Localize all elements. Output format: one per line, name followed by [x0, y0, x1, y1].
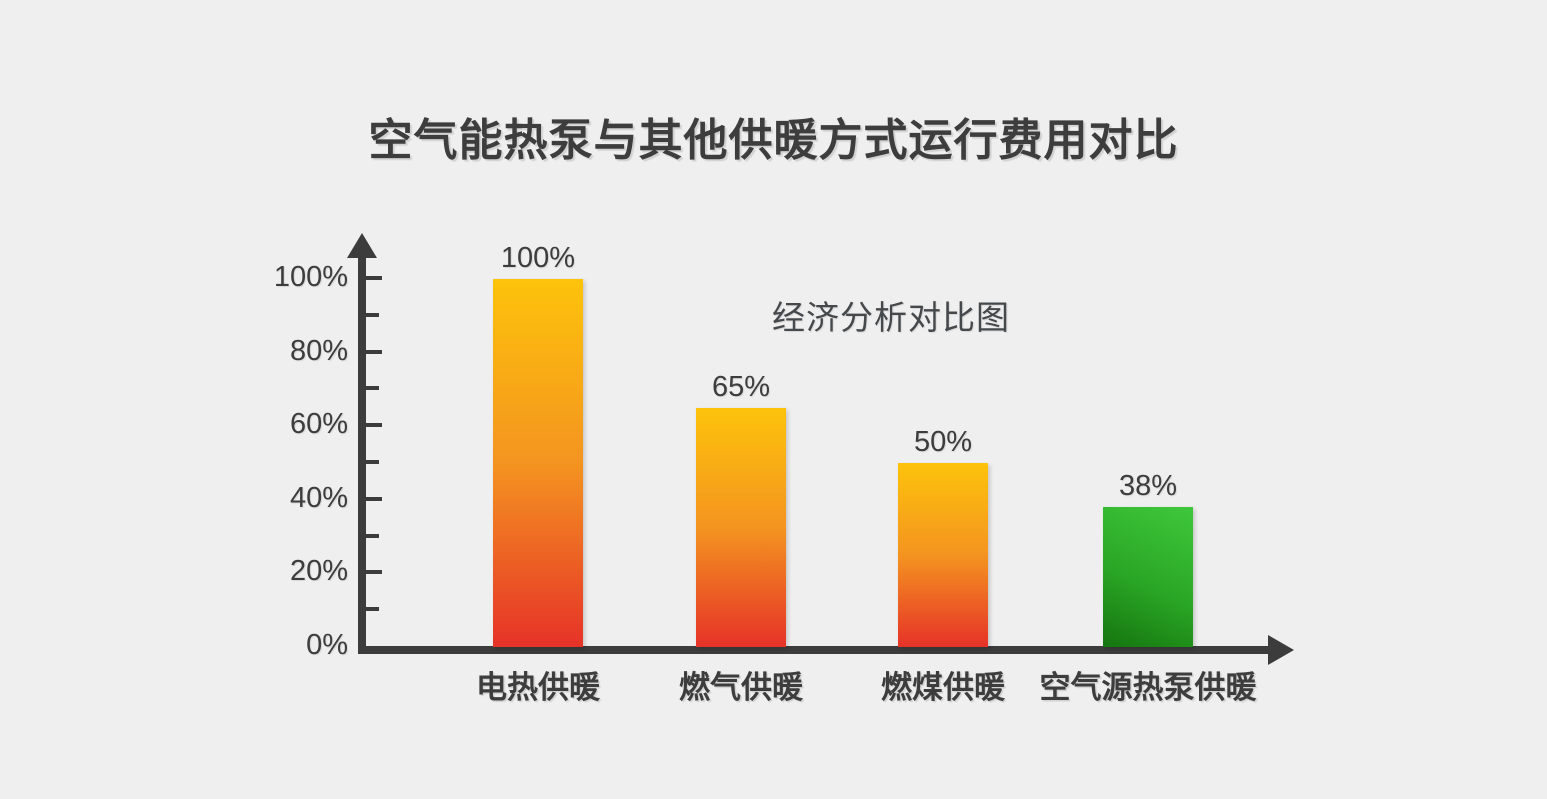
y-axis-tick-label: 100%	[273, 261, 348, 293]
x-axis-line	[358, 646, 1270, 654]
y-axis-tick-label: 0%	[306, 629, 348, 661]
bar-value-label: 65%	[711, 370, 771, 403]
y-axis-major-tick	[366, 276, 382, 280]
y-axis-minor-tick	[366, 460, 379, 464]
chart-title: 空气能热泵与其他供暖方式运行费用对比	[368, 116, 1179, 165]
chart-annotation: 经济分析对比图	[772, 299, 1010, 336]
y-axis-tick-label: 40%	[289, 481, 348, 514]
y-axis-arrow-icon	[347, 233, 377, 258]
x-axis-category-label: 燃气供暖	[679, 670, 803, 705]
y-axis-minor-tick	[366, 386, 379, 391]
y-axis-minor-tick	[366, 312, 379, 317]
x-axis-category-label: 电热供暖	[476, 670, 600, 705]
bar-电热供暖	[493, 279, 583, 647]
bar-value-label: 50%	[913, 426, 973, 458]
y-axis-tick-label: 60%	[289, 408, 348, 441]
y-axis-major-tick	[366, 570, 382, 575]
x-axis-arrow-icon	[1268, 635, 1294, 665]
y-axis-tick-label: 20%	[289, 555, 348, 588]
x-axis-category-label: 燃煤供暖	[881, 670, 1005, 705]
bar-燃煤供暖	[898, 463, 988, 647]
bar-value-label: 100%	[500, 242, 576, 274]
y-axis-major-tick	[366, 349, 382, 354]
bar-燃气供暖	[696, 407, 786, 647]
y-axis-major-tick	[366, 423, 382, 428]
y-axis-tick-label: 80%	[289, 334, 348, 367]
y-axis-line	[358, 254, 366, 654]
y-axis-major-tick	[366, 496, 382, 501]
x-axis-category-label: 空气源热泵供暖	[1039, 670, 1257, 705]
y-axis-minor-tick	[366, 533, 379, 538]
bar-空气源热泵供暖	[1103, 507, 1193, 647]
y-axis-minor-tick	[366, 607, 379, 612]
bar-value-label: 38%	[1118, 470, 1178, 503]
